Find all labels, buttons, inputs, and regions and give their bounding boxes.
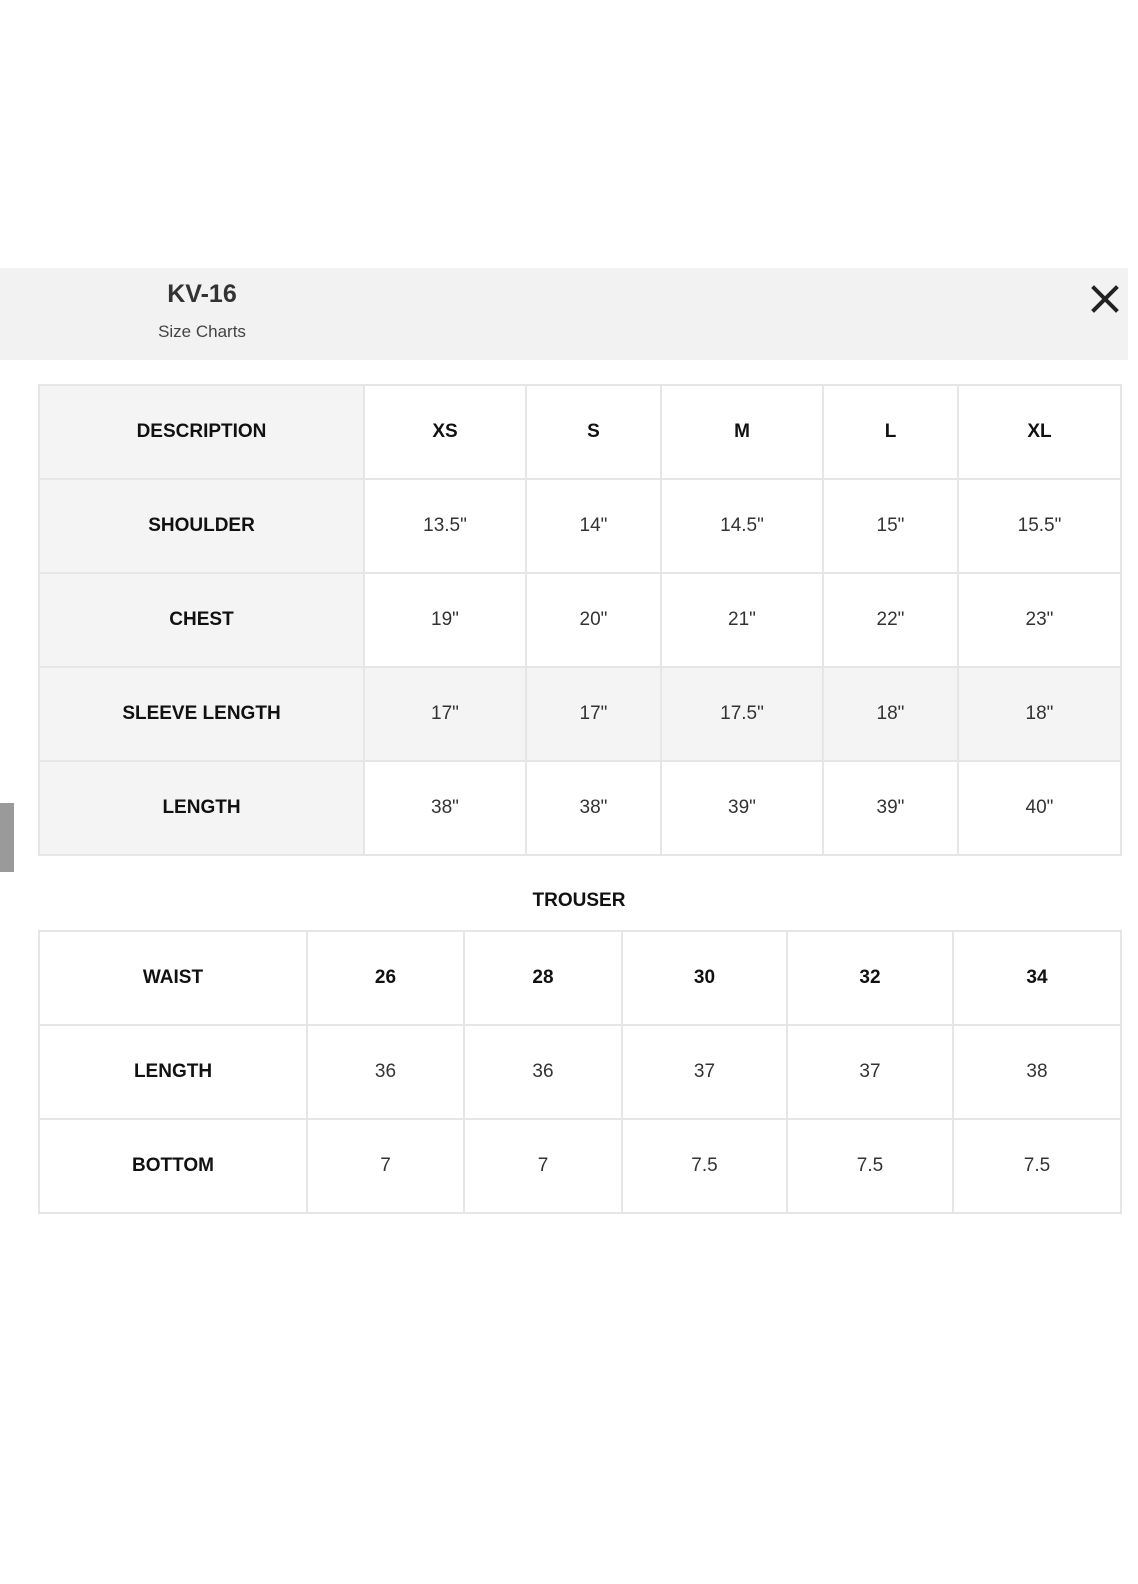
table-cell: 7 bbox=[463, 1118, 623, 1214]
table-cell: 18" bbox=[957, 666, 1122, 762]
row-label: CHEST bbox=[38, 572, 365, 668]
table-cell: 22" bbox=[822, 572, 959, 668]
table-cell: 36 bbox=[306, 1024, 465, 1120]
table-cell: 17" bbox=[363, 666, 527, 762]
table-cell: 38" bbox=[525, 760, 662, 856]
table-cell: 23" bbox=[957, 572, 1122, 668]
table-cell: 38 bbox=[952, 1024, 1122, 1120]
table-cell: 37 bbox=[786, 1024, 954, 1120]
table-row: SHOULDER 13.5" 14" 14.5" 15" 15.5" bbox=[38, 478, 1122, 574]
table-cell: 13.5" bbox=[363, 478, 527, 574]
table-cell: 21" bbox=[660, 572, 824, 668]
table-cell: 28 bbox=[463, 930, 623, 1026]
row-label: DESCRIPTION bbox=[38, 384, 365, 480]
table-cell: 39" bbox=[822, 760, 959, 856]
size-chart-header: KV-16 Size Charts bbox=[0, 268, 1128, 360]
table-row: LENGTH 38" 38" 39" 39" 40" bbox=[38, 760, 1122, 856]
table-cell: 30 bbox=[621, 930, 788, 1026]
table-row: LENGTH 36 36 37 37 38 bbox=[38, 1024, 1122, 1120]
row-label: SLEEVE LENGTH bbox=[38, 666, 365, 762]
table-cell: 18" bbox=[822, 666, 959, 762]
table-cell: 7.5 bbox=[786, 1118, 954, 1214]
table-cell: L bbox=[822, 384, 959, 480]
close-icon bbox=[1091, 285, 1119, 313]
table-cell: 20" bbox=[525, 572, 662, 668]
table-cell: 14.5" bbox=[660, 478, 824, 574]
table-row: CHEST 19" 20" 21" 22" 23" bbox=[38, 572, 1122, 668]
close-button[interactable] bbox=[1088, 282, 1122, 316]
row-label: LENGTH bbox=[38, 760, 365, 856]
table-cell: 37 bbox=[621, 1024, 788, 1120]
table-cell: 40" bbox=[957, 760, 1122, 856]
table-cell: S bbox=[525, 384, 662, 480]
table-cell: XS bbox=[363, 384, 527, 480]
table-row: SLEEVE LENGTH 17" 17" 17.5" 18" 18" bbox=[38, 666, 1122, 762]
row-label: LENGTH bbox=[38, 1024, 308, 1120]
product-title: KV-16 bbox=[167, 280, 237, 308]
table-row: BOTTOM 7 7 7.5 7.5 7.5 bbox=[38, 1118, 1122, 1214]
table-header-row: DESCRIPTION XS S M L XL bbox=[38, 384, 1122, 480]
table-cell: 34 bbox=[952, 930, 1122, 1026]
table-cell: 26 bbox=[306, 930, 465, 1026]
table-cell: 14" bbox=[525, 478, 662, 574]
row-label: BOTTOM bbox=[38, 1118, 308, 1214]
table-cell: 7 bbox=[306, 1118, 465, 1214]
table-cell: 32 bbox=[786, 930, 954, 1026]
table-cell: XL bbox=[957, 384, 1122, 480]
size-charts-subtitle: Size Charts bbox=[158, 322, 246, 341]
trouser-table: WAIST 26 28 30 32 34 LENGTH 36 36 37 37 38 BOTTOM 7 7 7… bbox=[38, 930, 1122, 1214]
row-label: SHOULDER bbox=[38, 478, 365, 574]
table-row: WAIST 26 28 30 32 34 bbox=[38, 930, 1122, 1026]
table-cell: 15.5" bbox=[957, 478, 1122, 574]
table-cell: 17.5" bbox=[660, 666, 824, 762]
table-cell: 19" bbox=[363, 572, 527, 668]
size-table: DESCRIPTION XS S M L XL SHOULDER 13.5" 14" 14.5" 1… bbox=[38, 384, 1122, 856]
row-label: WAIST bbox=[38, 930, 308, 1026]
scrollbar-thumb[interactable] bbox=[0, 803, 14, 872]
table-cell: 39" bbox=[660, 760, 824, 856]
table-cell: 38" bbox=[363, 760, 527, 856]
table-cell: 36 bbox=[463, 1024, 623, 1120]
table-cell: M bbox=[660, 384, 824, 480]
table-cell: 7.5 bbox=[952, 1118, 1122, 1214]
trouser-section-title: TROUSER bbox=[532, 890, 626, 911]
table-cell: 17" bbox=[525, 666, 662, 762]
table-cell: 15" bbox=[822, 478, 959, 574]
table-cell: 7.5 bbox=[621, 1118, 788, 1214]
